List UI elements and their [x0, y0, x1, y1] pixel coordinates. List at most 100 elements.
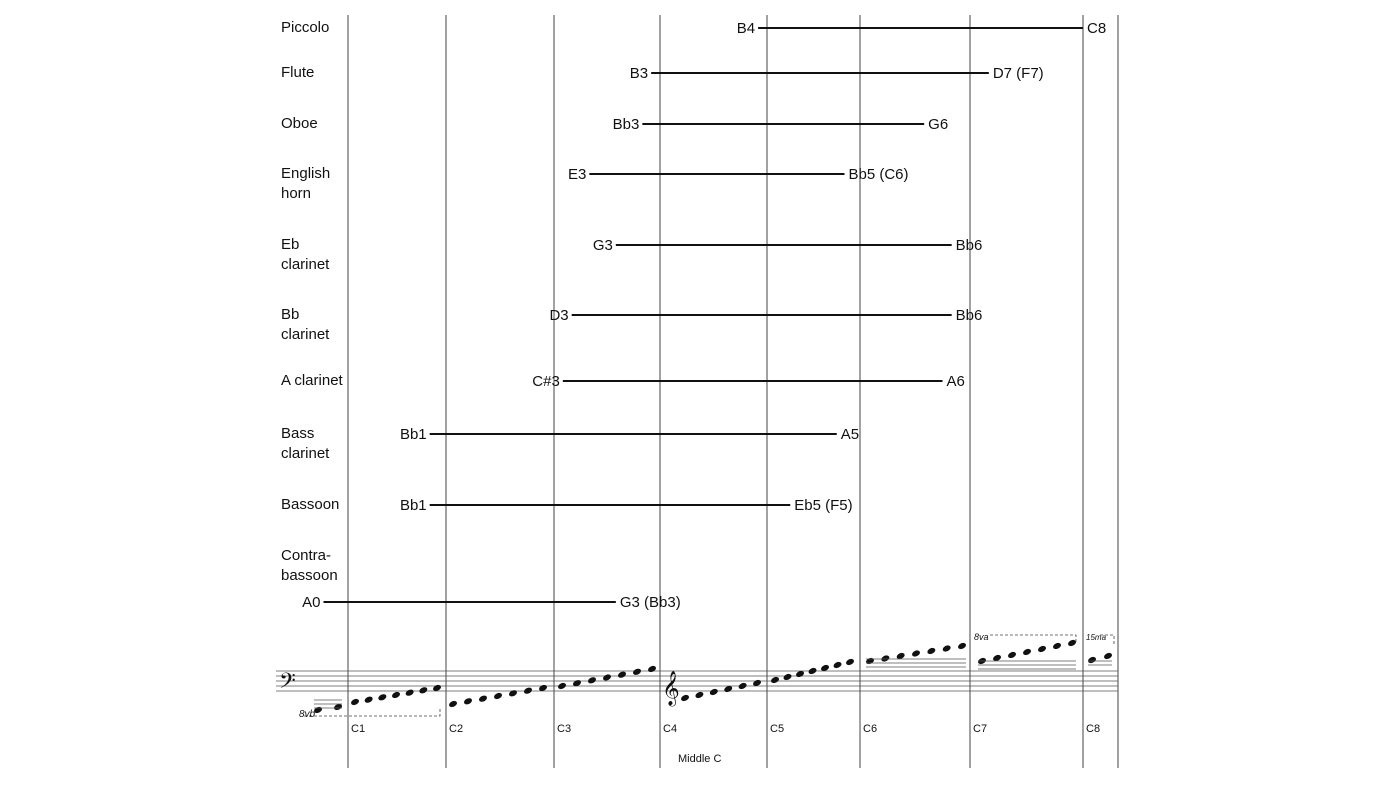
range-high-label: A6	[947, 373, 965, 390]
note-head	[405, 689, 414, 696]
range-low-label: A0	[302, 594, 320, 611]
ottava-8vb-label: 8vb	[299, 709, 316, 720]
note-head	[351, 698, 359, 706]
instrument-name: Bass clarinet	[281, 425, 330, 462]
instrument-row: Piccolo B4 C8	[281, 19, 1106, 37]
note-head	[588, 677, 596, 684]
note-head	[1008, 651, 1016, 659]
note-head	[1053, 642, 1061, 650]
note-run	[771, 658, 854, 684]
instrument-name-line: clarinet	[281, 445, 330, 462]
ottava-bracket-8va	[990, 634, 1077, 644]
note-run	[681, 679, 761, 702]
note-head	[1038, 645, 1046, 653]
instrument-name: Flute	[281, 64, 314, 81]
range-low-label: C#3	[532, 373, 560, 390]
instrument-name: Piccolo	[281, 19, 329, 36]
instrument-ranges: Piccolo B4 C8 Flute B3 D7 (F7) Oboe Bb3 G6 Englis…	[281, 19, 1106, 611]
instrument-name-line: Oboe	[281, 115, 318, 132]
bass-clef-icon: 𝄢	[279, 668, 296, 698]
note-head	[573, 680, 581, 687]
note-head	[539, 684, 547, 692]
instrument-name-line: horn	[281, 185, 311, 202]
note-run	[866, 642, 966, 665]
instrument-name-line: Piccolo	[281, 19, 329, 36]
ottava-bracket-15ma	[1100, 634, 1115, 644]
instrument-row: Oboe Bb3 G6	[281, 115, 948, 133]
instrument-row: Bassoon Bb1 Eb5 (F5)	[281, 496, 853, 514]
ottava-15ma-label: 15ma	[1086, 633, 1107, 642]
instrument-name-line: clarinet	[281, 256, 330, 273]
note-head	[1068, 639, 1076, 647]
note-run	[558, 665, 656, 690]
note-head	[942, 645, 951, 652]
ottava-bracket-8vb	[304, 707, 441, 717]
note-head	[695, 691, 704, 699]
instrument-name: Oboe	[281, 115, 318, 132]
note-head	[912, 650, 920, 657]
octave-label: C7	[973, 723, 987, 735]
note-head	[464, 698, 472, 705]
instrument-name-line: Bb	[281, 306, 299, 323]
instrument-name-line: Bassoon	[281, 496, 339, 513]
range-high-label: G6	[928, 116, 948, 133]
note-head	[433, 684, 441, 692]
note-run	[351, 684, 441, 706]
instrument-name-line: Bass	[281, 425, 314, 442]
note-head	[1104, 652, 1112, 660]
instrument-row: Bass clarinet Bb1 A5	[281, 425, 859, 462]
note-head	[724, 685, 733, 693]
range-low-label: B3	[630, 65, 648, 82]
note-head	[881, 655, 890, 662]
note-head	[821, 664, 829, 672]
note-head	[633, 668, 641, 675]
note-head	[993, 654, 1001, 662]
octave-gridlines	[347, 15, 1119, 768]
note-run	[978, 639, 1076, 665]
note-head	[364, 696, 373, 703]
octave-label: C4	[663, 723, 677, 735]
range-low-label: G3	[593, 237, 613, 254]
instrument-name-line: Flute	[281, 64, 314, 81]
range-low-label: E3	[568, 166, 586, 183]
range-high-label: G3 (Bb3)	[620, 594, 681, 611]
note-head	[753, 679, 761, 687]
ottava-8va-label: 8va	[974, 632, 989, 642]
note-run	[314, 703, 342, 714]
instrument-row: English horn E3 Bb5 (C6)	[281, 165, 909, 202]
note-head	[509, 690, 517, 697]
middle-c-label: Middle C	[678, 753, 721, 765]
instrument-row: Bb clarinet D3 Bb6	[281, 306, 982, 343]
note-head	[896, 652, 905, 660]
instrument-name: A clarinet	[281, 372, 344, 389]
note-head	[314, 706, 322, 714]
note-head	[618, 671, 626, 678]
instrument-name: Bb clarinet	[281, 306, 330, 343]
range-low-label: D3	[549, 307, 568, 324]
octave-labels: C1 C2 C3 C4 C5 C6 C7 C8 Middle C	[351, 723, 1100, 765]
note-run	[449, 684, 547, 708]
range-high-label: Eb5 (F5)	[794, 497, 852, 514]
treble-clef-icon: 𝄞	[662, 671, 680, 707]
instrument-name-line: Eb	[281, 236, 299, 253]
note-head	[796, 670, 804, 678]
note-head	[524, 687, 532, 694]
range-low-label: Bb1	[400, 426, 427, 443]
note-head	[783, 673, 792, 681]
instrument-name-line: Contra-	[281, 547, 331, 564]
note-head	[1088, 656, 1096, 664]
note-head	[958, 642, 966, 650]
note-head	[833, 661, 842, 669]
range-low-label: B4	[737, 20, 755, 37]
range-low-label: Bb3	[613, 116, 640, 133]
range-high-label: A5	[841, 426, 859, 443]
note-head	[681, 694, 689, 702]
range-high-label: D7 (F7)	[993, 65, 1044, 82]
instrument-name-line: A clarinet	[281, 372, 344, 389]
note-head	[479, 695, 487, 702]
instrument-name: English horn	[281, 165, 330, 202]
range-high-label: Bb6	[956, 307, 983, 324]
note-run	[1088, 652, 1112, 664]
instrument-name: Contra-bassoon	[281, 547, 338, 584]
